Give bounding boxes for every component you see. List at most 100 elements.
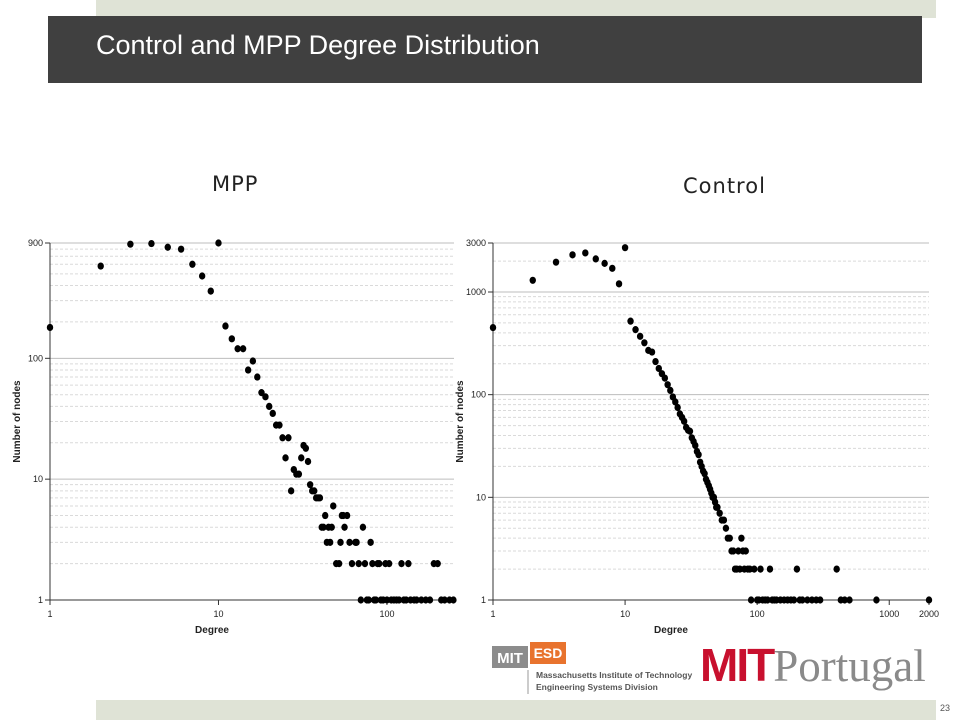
mpp-data-point <box>262 393 269 401</box>
mpp-data-point <box>346 538 353 546</box>
svg-text:Massachusetts Institute of Tec: Massachusetts Institute of Technology <box>536 670 692 680</box>
control-data-point <box>766 565 774 573</box>
mpp-data-point <box>434 560 441 568</box>
control-data-point <box>582 249 589 257</box>
control-y-tick-label: 1000 <box>466 287 486 297</box>
mpp-data-point <box>302 444 310 452</box>
mpp-data-point <box>311 487 318 495</box>
control-x-tick-label: 1 <box>490 609 495 619</box>
control-data-point <box>742 547 749 555</box>
mpp-data-point <box>322 511 329 520</box>
control-x-tick-label: 2000 <box>919 609 939 619</box>
title-bar: Control and MPP Degree Distribution <box>48 16 922 83</box>
mpp-data-point <box>249 357 257 365</box>
mpp-data-point <box>148 239 155 248</box>
mpp-data-point <box>335 560 343 568</box>
control-data-point <box>716 509 723 517</box>
mit-portugal-word: Portugal <box>773 641 926 691</box>
control-data-point <box>652 357 659 366</box>
control-data-point <box>674 403 681 412</box>
control-data-point <box>746 565 754 573</box>
control-label: Control <box>683 174 766 198</box>
mpp-data-point <box>376 560 383 568</box>
mpp-data-point <box>357 596 365 604</box>
control-data-point <box>873 596 880 604</box>
control-x-axis-label: Degree <box>654 625 688 636</box>
footer-decor-strip <box>96 700 936 720</box>
mpp-x-tick-label: 1 <box>47 609 52 619</box>
control-data-point <box>816 596 824 604</box>
control-data-point <box>529 276 536 284</box>
mpp-data-point <box>282 454 289 462</box>
mpp-data-point <box>328 523 335 531</box>
control-data-point <box>592 255 599 263</box>
mpp-data-point <box>269 409 276 418</box>
control-y-tick-label: 10 <box>476 492 486 502</box>
svg-text:MIT: MIT <box>497 650 523 667</box>
control-data-point <box>601 259 608 267</box>
control-data-point <box>747 596 755 604</box>
mpp-data-point <box>426 596 434 604</box>
mpp-data-point <box>337 538 344 546</box>
control-data-point <box>489 323 497 332</box>
mpp-data-point <box>365 596 372 604</box>
control-data-point <box>722 524 730 532</box>
mpp-data-point <box>276 421 283 429</box>
control-data-point <box>695 451 702 459</box>
control-data-point <box>692 441 699 450</box>
mpp-y-tick-label: 900 <box>28 238 43 248</box>
mpp-x-tick-label: 10 <box>213 609 223 619</box>
mpp-y-tick-label: 10 <box>33 474 43 484</box>
slide-title: Control and MPP Degree Distribution <box>96 30 540 60</box>
mpp-data-point <box>97 262 104 270</box>
mpp-data-point <box>343 511 351 520</box>
mpp-data-point <box>207 287 214 295</box>
mpp-data-point <box>372 596 380 604</box>
mpp-data-point <box>298 454 305 462</box>
control-x-tick-label: 1000 <box>879 609 899 619</box>
mpp-data-point <box>398 560 405 568</box>
mpp-data-point <box>361 560 369 568</box>
mpp-data-point <box>244 366 252 374</box>
control-data-point <box>751 565 758 573</box>
mpp-y-tick-label: 100 <box>28 353 43 363</box>
mit-esd-logo: MIT ESD Massachusetts Institute of Techn… <box>492 642 692 694</box>
mpp-data-point <box>385 560 393 568</box>
mpp-y-axis-label: Number of nodes <box>12 380 23 463</box>
mpp-data-point <box>348 560 356 568</box>
mpp-x-tick-label: 100 <box>379 609 394 619</box>
control-data-point <box>846 596 853 604</box>
mpp-data-point <box>353 538 360 546</box>
control-data-point <box>615 280 623 288</box>
mpp-data-point <box>215 239 222 247</box>
control-y-axis-label: Number of nodes <box>455 380 466 463</box>
mpp-label: MPP <box>212 172 259 196</box>
mpp-data-point <box>228 335 236 343</box>
control-data-point <box>661 374 669 382</box>
top-decor-strip <box>96 0 936 18</box>
control-data-point <box>757 565 764 573</box>
mpp-data-point <box>367 538 374 546</box>
control-data-point <box>686 427 694 435</box>
mpp-data-point <box>198 272 206 280</box>
control-data-point <box>736 565 744 573</box>
control-x-tick-label: 100 <box>750 609 765 619</box>
control-x-tick-label: 10 <box>620 609 630 619</box>
mpp-data-point <box>320 523 327 531</box>
control-data-point <box>790 596 798 604</box>
mpp-x-axis-label: Degree <box>195 625 229 636</box>
mpp-data-point <box>234 345 241 353</box>
control-data-point <box>804 596 811 604</box>
mpp-data-point <box>450 596 457 604</box>
mpp-data-point <box>46 323 54 332</box>
mpp-data-point <box>304 457 312 466</box>
control-data-point <box>621 244 629 252</box>
mpp-data-point <box>395 596 403 604</box>
mpp-data-point <box>222 322 229 330</box>
page-number: 23 <box>940 703 951 713</box>
mpp-data-point <box>405 560 412 568</box>
control-data-point <box>648 348 656 356</box>
mpp-data-point <box>341 523 348 531</box>
control-data-point <box>569 251 576 259</box>
control-degree-plot: 1 10 100 1000 2000 1 10 100 1000 3000 Degree Number… <box>455 238 939 636</box>
